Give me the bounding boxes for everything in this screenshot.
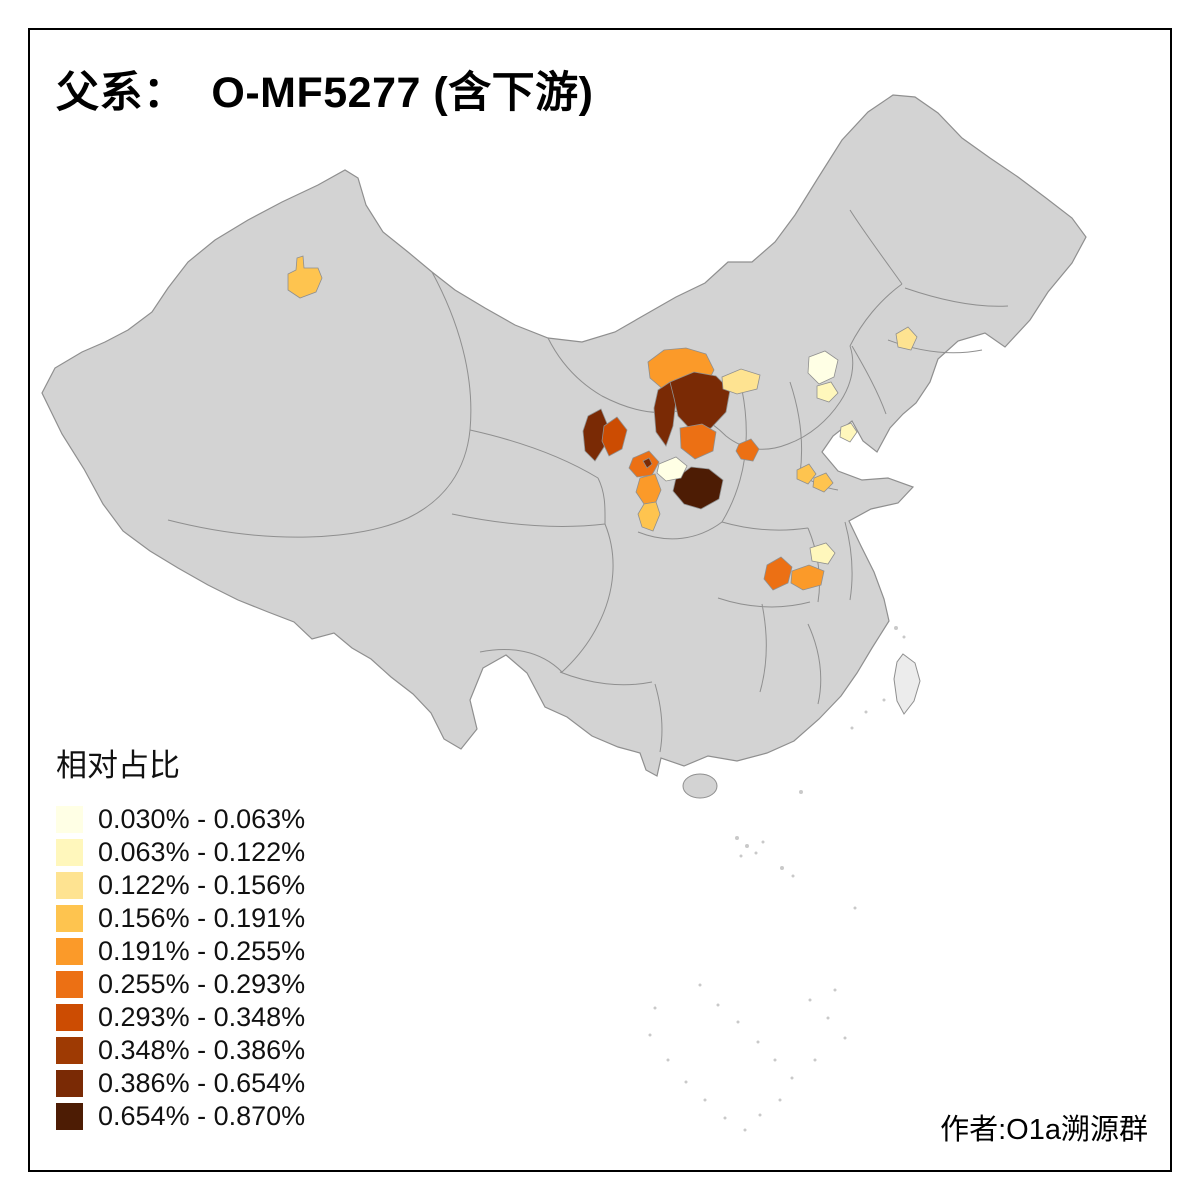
legend-label: 0.156% - 0.191% [98,903,306,933]
legend-item: 0.122% - 0.156% [56,869,305,902]
map-region [839,422,858,443]
legend-item: 0.654% - 0.870% [56,1100,305,1133]
map-region [807,350,839,385]
legend-items: 0.030% - 0.063% 0.063% - 0.122% 0.122% - 0… [56,803,305,1133]
map-region [582,408,609,462]
map-region [809,542,836,565]
province-borders [167,209,1009,753]
legend-swatch [56,905,83,932]
colored-regions [287,255,918,591]
legend-item: 0.063% - 0.122% [56,836,305,869]
map-region [679,423,717,460]
legend-item: 0.348% - 0.386% [56,1034,305,1067]
map-region [763,556,793,591]
taiwan-island [893,653,921,715]
legend-label: 0.255% - 0.293% [98,969,306,999]
map-region [790,564,825,591]
legend-swatch [56,806,83,833]
sea-islets [648,626,906,1132]
legend-label: 0.386% - 0.654% [98,1068,306,1098]
legend-item: 0.156% - 0.191% [56,902,305,935]
legend: 相对占比 0.030% - 0.063% 0.063% - 0.122% 0.122… [56,740,305,1133]
map-region [721,368,761,395]
map-region [895,326,918,351]
legend-swatch [56,971,83,998]
attribution: 作者:O1a溯源群 [940,1114,1148,1146]
legend-swatch [56,839,83,866]
legend-label: 0.063% - 0.122% [98,837,306,867]
map-region [287,255,323,299]
legend-item: 0.030% - 0.063% [56,803,305,836]
legend-swatch [56,1004,83,1031]
legend-swatch [56,1070,83,1097]
legend-label: 0.191% - 0.255% [98,936,306,966]
legend-item: 0.255% - 0.293% [56,968,305,1001]
map-region [812,472,834,493]
map-region [735,438,760,462]
legend-label: 0.293% - 0.348% [98,1002,306,1032]
legend-item: 0.386% - 0.654% [56,1067,305,1100]
map-region [637,501,661,532]
legend-item: 0.293% - 0.348% [56,1001,305,1034]
legend-swatch [56,938,83,965]
map-region [672,466,724,510]
hainan-island [682,773,718,799]
legend-title: 相对占比 [56,748,180,783]
legend-swatch [56,1103,83,1130]
map-region [656,456,688,482]
map-region [669,371,731,432]
islands [648,626,921,1132]
legend-label: 0.030% - 0.063% [98,804,306,834]
legend-label: 0.654% - 0.870% [98,1101,306,1131]
legend-label: 0.122% - 0.156% [98,870,306,900]
legend-label: 0.348% - 0.386% [98,1035,306,1065]
map-title: 父系： O-MF5277 (含下游) [56,69,594,117]
legend-swatch [56,1037,83,1064]
map-region [601,416,628,457]
map-region [642,457,653,469]
map-region [816,381,839,403]
legend-item: 0.191% - 0.255% [56,935,305,968]
map-region [796,463,817,485]
legend-swatch [56,872,83,899]
